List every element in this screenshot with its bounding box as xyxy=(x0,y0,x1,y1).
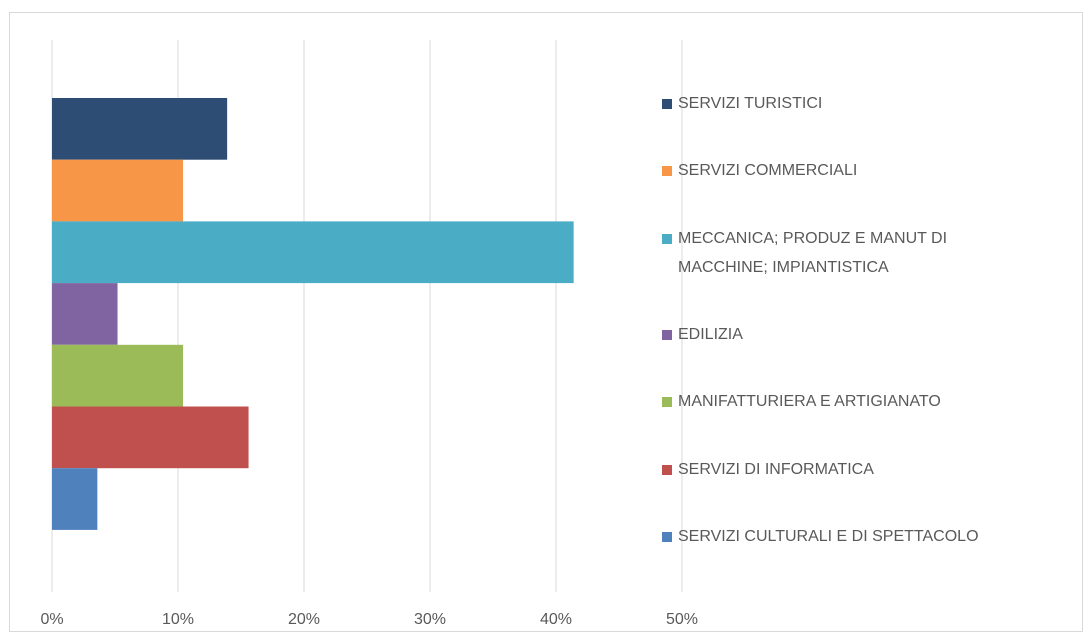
legend-label: SERVIZI DI INFORMATICA xyxy=(678,460,874,478)
x-tick-label: 20% xyxy=(288,611,320,628)
bar xyxy=(52,98,228,160)
legend-label: SERVIZI COMMERCIALI xyxy=(678,162,858,180)
legend-item: SERVIZI TURISTICI xyxy=(662,89,1062,118)
bar xyxy=(52,468,98,530)
legend-swatch xyxy=(662,233,672,244)
x-tick-label: 50% xyxy=(666,611,698,628)
x-tick-label: 40% xyxy=(540,611,572,628)
legend-label: EDILIZIA xyxy=(678,325,743,343)
legend-swatch xyxy=(662,531,672,542)
legend-swatch xyxy=(662,166,672,177)
x-tick-label: 0% xyxy=(40,611,63,628)
bar xyxy=(52,221,574,284)
legend-swatch xyxy=(662,397,672,408)
legend-item: MECCANICA; PRODUZ E MANUT DI MACCHINE; I… xyxy=(662,224,1062,282)
legend-label: SERVIZI CULTURALI E DI SPETTACOLO xyxy=(678,527,979,545)
legend-item: SERVIZI DI INFORMATICA xyxy=(662,455,1062,484)
legend-item: SERVIZI COMMERCIALI xyxy=(662,156,1062,185)
bar xyxy=(52,406,249,469)
legend-swatch xyxy=(662,464,672,475)
legend-swatch xyxy=(662,329,672,340)
legend-item: SERVIZI CULTURALI E DI SPETTACOLO xyxy=(662,522,1062,551)
legend-label: SERVIZI TURISTICI xyxy=(678,95,823,113)
legend: SERVIZI TURISTICI SERVIZI COMMERCIALI MECC… xyxy=(662,70,1062,570)
legend-item: MANIFATTURIERA E ARTIGIANATO xyxy=(662,387,1062,416)
bar xyxy=(52,159,184,222)
legend-label: MANIFATTURIERA E ARTIGIANATO xyxy=(678,393,941,411)
bar xyxy=(52,344,184,407)
legend-label: MECCANICA; PRODUZ E MANUT DI MACCHINE; I… xyxy=(678,229,948,276)
bar xyxy=(52,283,118,345)
x-tick-label: 10% xyxy=(162,611,194,628)
x-tick-label: 30% xyxy=(414,611,446,628)
legend-item: EDILIZIA xyxy=(662,320,1062,349)
legend-swatch xyxy=(662,99,672,110)
